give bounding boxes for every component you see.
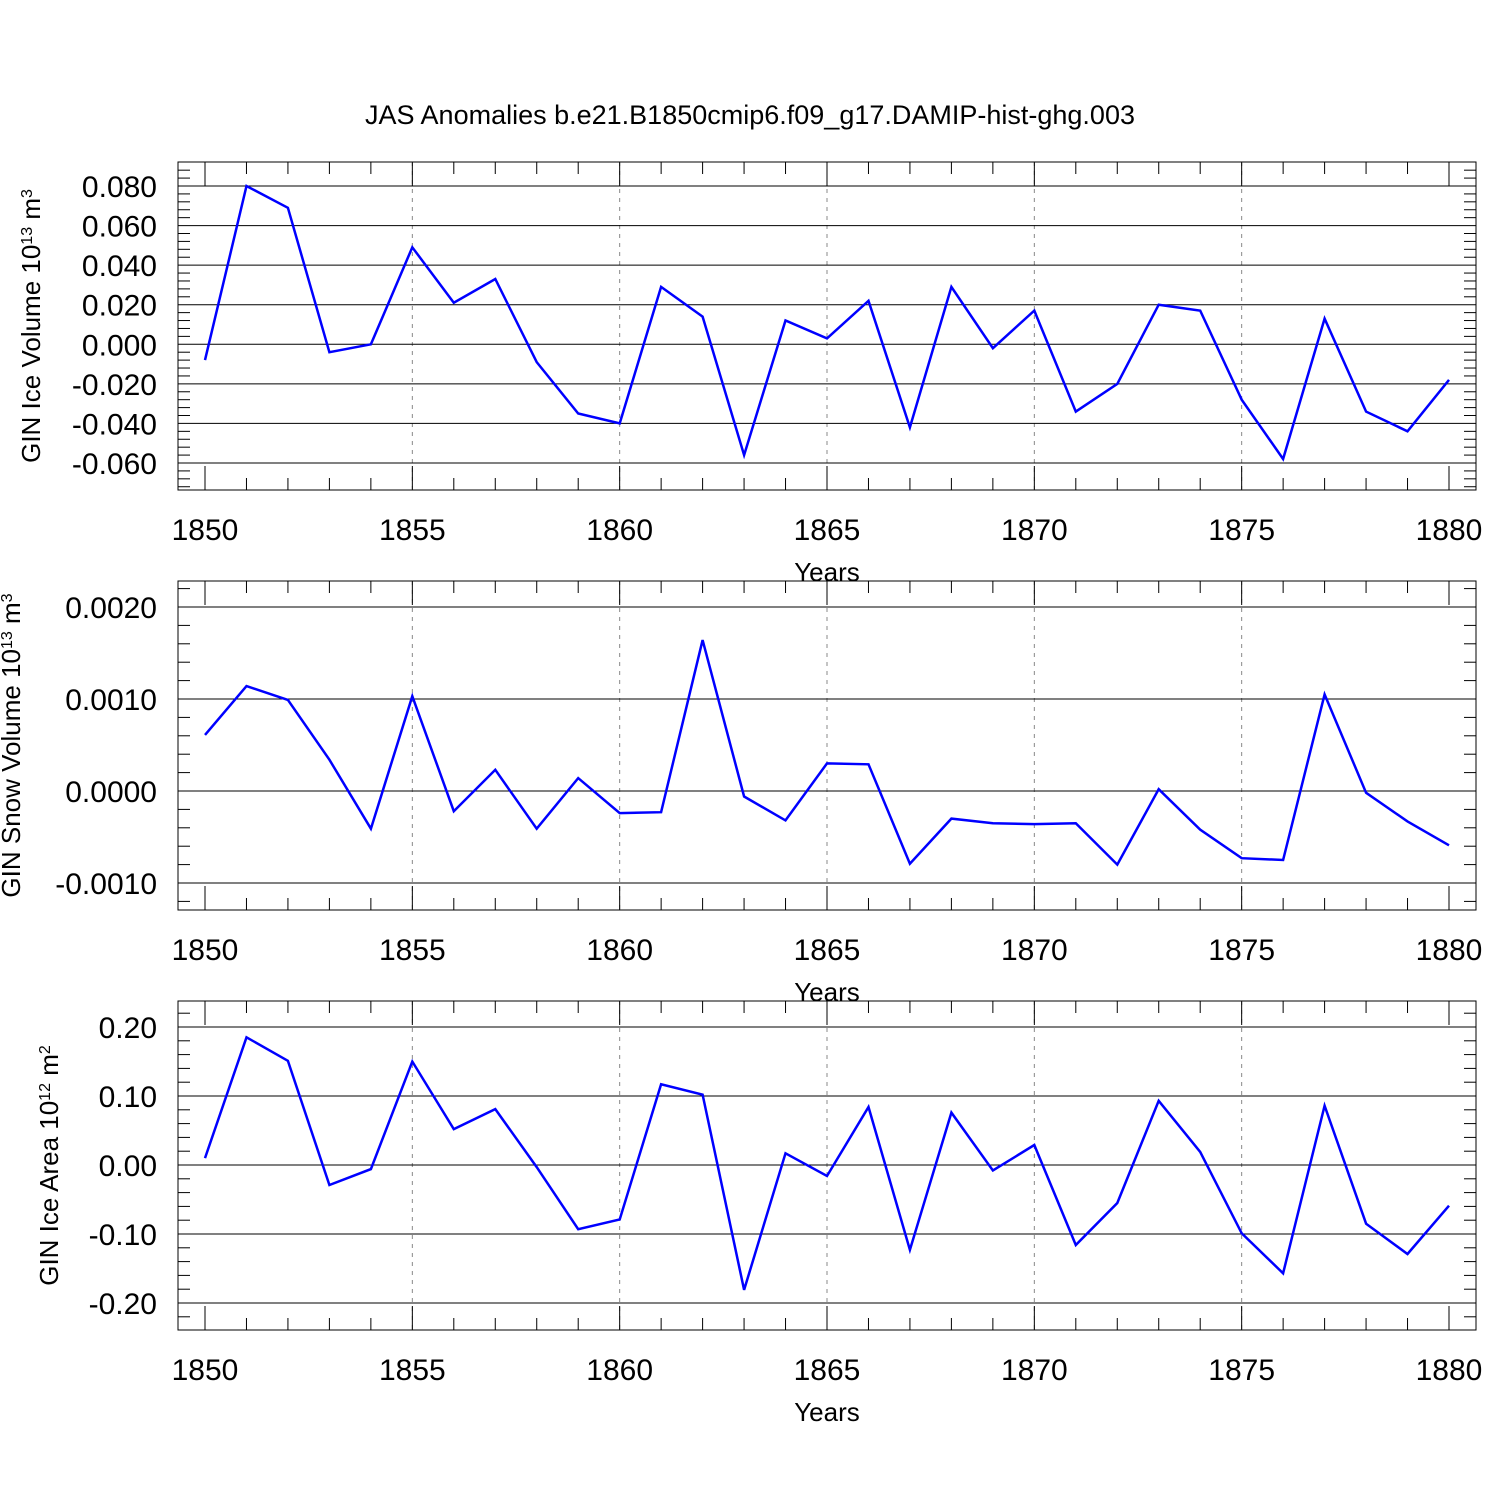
panel-3: -0.20 -0.10 0.00 0.10 0.20 1850 1855 1860 1865 18… xyxy=(34,1000,1483,1427)
y-axis-title-part: GIN Ice Volume 10 xyxy=(16,245,46,463)
y-tick-label: 0.020 xyxy=(82,290,157,323)
figure-title: JAS Anomalies b.e21.B1850cmip6.f09_g17.D… xyxy=(365,100,1135,130)
y-axis-title-superscript: 3 xyxy=(19,189,36,198)
y-tick-label: -0.10 xyxy=(89,1219,157,1252)
x-tick-label: 1860 xyxy=(586,1354,653,1387)
y-axis-title-part: GIN Ice Area 10 xyxy=(34,1101,64,1286)
y-tick-label: 0.000 xyxy=(82,329,157,362)
y-tick-label: -0.040 xyxy=(72,408,157,441)
y-axis-title-superscript: 2 xyxy=(37,1045,54,1054)
x-tick-label: 1875 xyxy=(1208,514,1275,547)
x-tick-label: 1875 xyxy=(1208,934,1275,967)
y-tick-label: 0.20 xyxy=(99,1012,157,1045)
y-tick-label: 0.060 xyxy=(82,211,157,244)
y-axis-title-superscript: 12 xyxy=(37,1083,54,1101)
x-tick-label: 1850 xyxy=(172,934,239,967)
y-tick-label: -0.060 xyxy=(72,448,157,481)
panel-1: -0.060 -0.040 -0.020 0.000 0.020 0.040 0.060 0.… xyxy=(16,161,1483,587)
x-tick-label: 1870 xyxy=(1001,1354,1068,1387)
y-axis-title-superscript: 13 xyxy=(19,227,36,245)
y-tick-label: -0.020 xyxy=(72,369,157,402)
y-axis-title: GIN Ice Area 1012 m2 xyxy=(34,1045,64,1286)
panels: -0.060 -0.040 -0.020 0.000 0.020 0.040 0.060 0.… xyxy=(0,161,1483,1427)
y-tick-label: -0.20 xyxy=(89,1288,157,1321)
y-tick-label: 0.10 xyxy=(99,1081,157,1114)
x-tick-label: 1870 xyxy=(1001,514,1068,547)
x-tick-label: 1875 xyxy=(1208,1354,1275,1387)
x-tick-label: 1870 xyxy=(1001,934,1068,967)
x-tick-label: 1880 xyxy=(1416,514,1483,547)
y-axis-title-part: GIN Snow Volume 10 xyxy=(0,649,26,898)
x-tick-label: 1865 xyxy=(794,1354,861,1387)
x-tick-label: 1865 xyxy=(794,934,861,967)
x-tick-label: 1865 xyxy=(794,514,861,547)
y-tick-label: 0.0010 xyxy=(65,684,157,717)
y-axis-title-superscript: 13 xyxy=(0,631,16,649)
y-axis-title-superscript: 3 xyxy=(0,593,16,602)
y-tick-label: 0.0020 xyxy=(65,592,157,625)
x-tick-label: 1860 xyxy=(586,514,653,547)
y-tick-label: 0.0000 xyxy=(65,776,157,809)
x-tick-label: 1880 xyxy=(1416,934,1483,967)
x-tick-label: 1850 xyxy=(172,514,239,547)
x-tick-label: 1855 xyxy=(379,934,446,967)
y-axis-title: GIN Snow Volume 1013 m3 xyxy=(0,593,26,897)
y-tick-label: 0.080 xyxy=(82,171,157,204)
x-axis-title: Years xyxy=(794,1397,860,1427)
x-tick-label: 1855 xyxy=(379,514,446,547)
x-tick-label: 1850 xyxy=(172,1354,239,1387)
y-axis-title: GIN Ice Volume 1013 m3 xyxy=(16,189,46,463)
panel-2: -0.0010 0.0000 0.0010 0.0020 1850 1855 1860 186… xyxy=(0,580,1483,1007)
x-tick-label: 1855 xyxy=(379,1354,446,1387)
y-axis-title-part: m xyxy=(34,1054,64,1083)
y-tick-label: 0.040 xyxy=(82,250,157,283)
y-axis-title-part: m xyxy=(0,602,26,631)
x-tick-label: 1860 xyxy=(586,934,653,967)
x-tick-label: 1880 xyxy=(1416,1354,1483,1387)
y-tick-label: 0.00 xyxy=(99,1150,157,1183)
y-tick-label: -0.0010 xyxy=(55,868,157,901)
y-axis-title-part: m xyxy=(16,198,46,227)
